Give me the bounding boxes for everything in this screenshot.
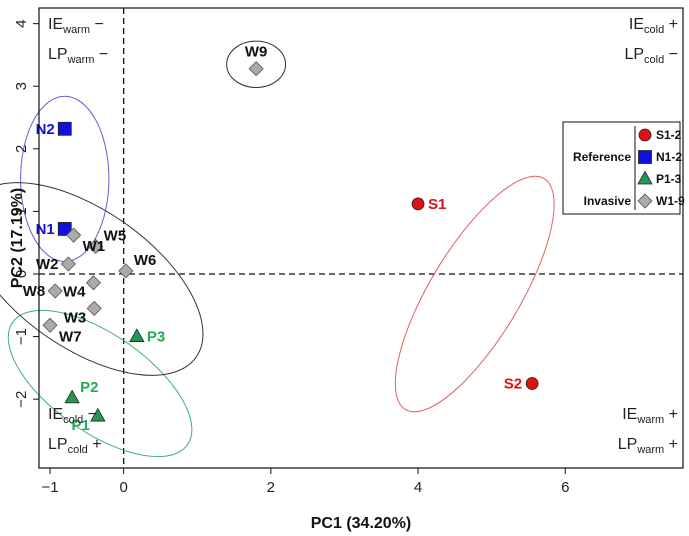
point-p3 bbox=[129, 328, 145, 342]
corner-top-right-line-2: LPcold − bbox=[624, 46, 678, 66]
x-tick-label: −1 bbox=[41, 479, 58, 496]
point-label-s2: S2 bbox=[504, 376, 522, 393]
point-s2 bbox=[525, 377, 539, 390]
x-tick-label: 2 bbox=[267, 479, 275, 496]
quadrant-annotations: IEwarm − LPwarm − IEcold + LPcold − IEcold −… bbox=[48, 16, 678, 456]
point-w8 bbox=[47, 283, 63, 299]
point-label-w7: W7 bbox=[59, 328, 82, 345]
reference-lines bbox=[39, 8, 683, 468]
ellipse-w bbox=[0, 182, 204, 376]
point-label-p1: P1 bbox=[72, 417, 90, 434]
point-p2 bbox=[64, 389, 80, 404]
point-label-w3: W3 bbox=[64, 309, 87, 326]
point-label-w2: W2 bbox=[36, 256, 59, 273]
point-label-p2: P2 bbox=[80, 379, 98, 396]
legend-entry-w1-9: W1-9 bbox=[656, 194, 685, 208]
plot-frame bbox=[38, 7, 684, 469]
x-tick-label: 6 bbox=[561, 479, 569, 496]
legend-group-reference: Reference bbox=[573, 150, 631, 164]
group-ellipses bbox=[0, 40, 555, 458]
point-w9 bbox=[248, 61, 264, 77]
point-label-w4: W4 bbox=[63, 284, 86, 301]
corner-bottom-left-line-1: IEcold − bbox=[48, 406, 97, 426]
ellipse-s bbox=[394, 175, 555, 413]
point-w1 bbox=[66, 227, 82, 243]
point-w3 bbox=[86, 300, 102, 316]
point-label-n2: N2 bbox=[36, 121, 55, 138]
corner-top-left-line-2: LPwarm − bbox=[48, 46, 108, 66]
y-tick-label: −2 bbox=[13, 391, 30, 408]
legend-group-invasive: Invasive bbox=[584, 194, 632, 208]
legend-marker-n1-2 bbox=[638, 150, 652, 164]
corner-bottom-right-line-1: IEwarm + bbox=[622, 406, 678, 426]
point-label-w6: W6 bbox=[134, 252, 157, 269]
ellipse-w9 bbox=[226, 40, 287, 88]
point-label-n1: N1 bbox=[36, 221, 55, 238]
legend-marker-w1-9 bbox=[637, 193, 653, 209]
x-tick-label: 0 bbox=[119, 479, 127, 496]
legend-entry-s1-2: S1-2 bbox=[656, 128, 682, 142]
legend-entry-p1-3: P1-3 bbox=[656, 172, 682, 186]
x-axis-title: PC1 (34.20%) bbox=[311, 515, 412, 532]
ellipse-n bbox=[20, 95, 110, 262]
y-tick-label: −1 bbox=[13, 328, 30, 345]
legend-box bbox=[562, 121, 681, 215]
point-w5 bbox=[88, 238, 104, 255]
axes: −1 0 2 4 6 −2 −1 0 1 2 3 4 bbox=[13, 19, 569, 496]
y-tick-label: 2 bbox=[13, 145, 30, 153]
y-tick-label: 3 bbox=[13, 82, 30, 90]
x-tick-label: 4 bbox=[414, 479, 422, 496]
y-tick-label: 4 bbox=[13, 19, 30, 27]
point-p1 bbox=[90, 407, 106, 422]
y-tick-label: 1 bbox=[13, 207, 30, 215]
corner-bottom-right-line-2: LPwarm + bbox=[618, 436, 678, 456]
ellipse-p bbox=[7, 309, 193, 458]
point-w6 bbox=[118, 263, 134, 279]
point-w2 bbox=[60, 256, 77, 272]
y-axis-title: PC2 (17.19%) bbox=[9, 188, 26, 289]
legend: S1-2 N1-2 P1-3 Reference W1-9 Invasive bbox=[562, 121, 685, 215]
legend-marker-p1-3 bbox=[637, 170, 653, 185]
point-s1 bbox=[411, 197, 425, 211]
corner-bottom-left-line-2: LPcold + bbox=[48, 436, 102, 456]
point-label-w5: W5 bbox=[104, 227, 127, 244]
corner-top-left-line-1: IEwarm − bbox=[48, 16, 104, 36]
y-tick-label: 0 bbox=[13, 270, 30, 278]
point-label-s1: S1 bbox=[428, 196, 446, 213]
point-w7 bbox=[42, 317, 58, 333]
point-label-w1: W1 bbox=[83, 238, 106, 255]
legend-entry-n1-2: N1-2 bbox=[656, 150, 682, 164]
point-label-w9: W9 bbox=[245, 44, 268, 61]
point-n1 bbox=[57, 222, 72, 236]
legend-marker-s1-2 bbox=[638, 128, 652, 142]
corner-top-right-line-1: IEcold + bbox=[629, 16, 678, 36]
point-w4 bbox=[85, 275, 102, 291]
data-points bbox=[42, 61, 539, 422]
point-label-p3: P3 bbox=[147, 329, 165, 346]
point-n2 bbox=[57, 121, 72, 136]
